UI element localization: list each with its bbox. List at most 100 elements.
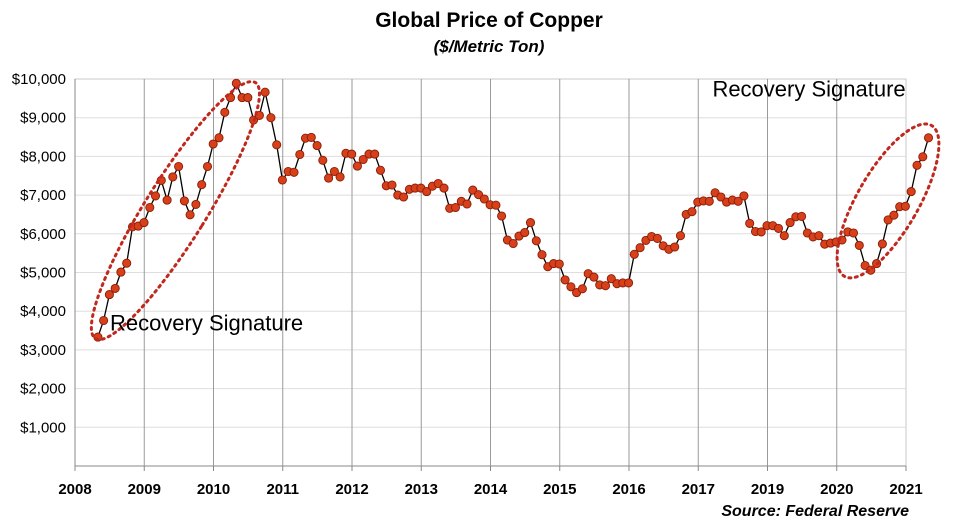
data-point bbox=[606, 274, 616, 284]
data-point bbox=[110, 283, 120, 293]
data-point bbox=[797, 211, 807, 221]
annotations: Recovery Signature Recovery Signature bbox=[110, 76, 906, 335]
chart-subtitle: ($/Metric Ton) bbox=[434, 37, 545, 56]
data-point bbox=[918, 152, 928, 162]
data-point bbox=[162, 195, 172, 205]
data-point bbox=[814, 231, 824, 241]
data-point bbox=[577, 284, 587, 294]
data-point bbox=[197, 180, 207, 190]
data-point bbox=[848, 228, 859, 238]
data-point bbox=[520, 228, 530, 238]
x-axis-ticks: 2008 2009 2010 2011 2012 2013 2014 2015 2016 2017… bbox=[58, 466, 923, 498]
data-point bbox=[785, 218, 795, 228]
grid-lines bbox=[74, 78, 907, 467]
data-point bbox=[773, 223, 784, 233]
data-point bbox=[629, 249, 639, 259]
data-point bbox=[525, 218, 536, 228]
data-point bbox=[324, 173, 334, 183]
highlight-ellipse bbox=[89, 80, 261, 342]
data-point bbox=[439, 183, 449, 193]
data-point bbox=[174, 161, 184, 172]
data-point bbox=[912, 160, 922, 170]
data-point bbox=[214, 133, 224, 143]
data-point bbox=[375, 165, 386, 175]
x-tick-label: 2010 bbox=[197, 481, 230, 498]
data-point bbox=[335, 172, 345, 182]
x-tick-label: 2019 bbox=[751, 481, 784, 498]
data-point bbox=[139, 218, 149, 228]
data-point bbox=[560, 275, 570, 285]
data-point bbox=[675, 231, 686, 241]
chart-title: Global Price of Copper bbox=[375, 9, 603, 32]
data-point bbox=[531, 236, 541, 246]
data-point bbox=[537, 250, 547, 260]
data-point bbox=[352, 161, 362, 171]
data-point bbox=[220, 107, 230, 117]
data-point bbox=[739, 191, 749, 201]
x-tick-label: 2014 bbox=[474, 481, 508, 498]
x-tick-label: 2016 bbox=[612, 481, 645, 498]
data-point bbox=[779, 231, 789, 241]
data-point bbox=[145, 202, 155, 213]
data-point bbox=[889, 210, 899, 220]
data-point bbox=[150, 191, 161, 201]
data-point bbox=[99, 315, 109, 326]
data-point bbox=[745, 218, 755, 228]
data-point bbox=[266, 113, 276, 123]
y-tick-label: $10,000 bbox=[12, 71, 66, 88]
x-tick-label: 2012 bbox=[335, 481, 368, 498]
data-point bbox=[589, 272, 599, 282]
data-point bbox=[906, 187, 916, 197]
y-tick-label: $2,000 bbox=[20, 381, 66, 398]
highlight-ellipse bbox=[835, 122, 941, 280]
data-point bbox=[202, 161, 213, 172]
data-point bbox=[387, 180, 397, 190]
data-point bbox=[260, 87, 270, 97]
data-point bbox=[122, 258, 132, 268]
data-point bbox=[687, 207, 697, 217]
annotation-label: Recovery Signature bbox=[110, 311, 303, 336]
data-point bbox=[877, 239, 887, 249]
data-point bbox=[179, 196, 189, 206]
data-point bbox=[312, 141, 322, 151]
data-point bbox=[652, 233, 662, 243]
y-tick-label: $6,000 bbox=[20, 226, 66, 243]
data-point bbox=[883, 215, 893, 225]
data-point bbox=[635, 243, 645, 253]
data-point bbox=[704, 196, 714, 206]
data-point bbox=[243, 93, 253, 103]
y-tick-label: $7,000 bbox=[20, 187, 66, 204]
data-point bbox=[854, 240, 864, 250]
data-point bbox=[168, 172, 178, 182]
data-point bbox=[497, 211, 507, 221]
data-point bbox=[358, 154, 368, 165]
data-point bbox=[104, 290, 114, 300]
data-point bbox=[208, 139, 218, 149]
data-point bbox=[900, 201, 910, 211]
data-point bbox=[450, 202, 461, 213]
data-point bbox=[422, 187, 432, 197]
data-point bbox=[306, 132, 316, 142]
data-point bbox=[479, 194, 489, 204]
chart-source: Source: Federal Reserve bbox=[721, 503, 909, 520]
data-point bbox=[600, 281, 611, 291]
data-point bbox=[289, 167, 299, 177]
data-point bbox=[399, 192, 409, 202]
y-tick-label: $8,000 bbox=[20, 148, 66, 165]
data-point bbox=[491, 200, 501, 210]
y-tick-label: $5,000 bbox=[20, 265, 66, 282]
x-tick-label: 2017 bbox=[682, 481, 715, 498]
data-point bbox=[191, 199, 201, 209]
data-point bbox=[116, 267, 126, 277]
series-line bbox=[97, 81, 930, 338]
data-point bbox=[318, 155, 328, 165]
data-point bbox=[347, 149, 357, 159]
x-tick-label: 2011 bbox=[266, 481, 299, 498]
data-point bbox=[329, 166, 339, 177]
y-axis-ticks: $1,000 $2,000 $3,000 $4,000 $5,000 $6,000 $7,0… bbox=[12, 71, 66, 436]
data-point bbox=[566, 282, 576, 292]
data-point bbox=[716, 192, 726, 202]
x-tick-label: 2009 bbox=[128, 481, 161, 498]
x-tick-label: 2013 bbox=[405, 481, 438, 498]
